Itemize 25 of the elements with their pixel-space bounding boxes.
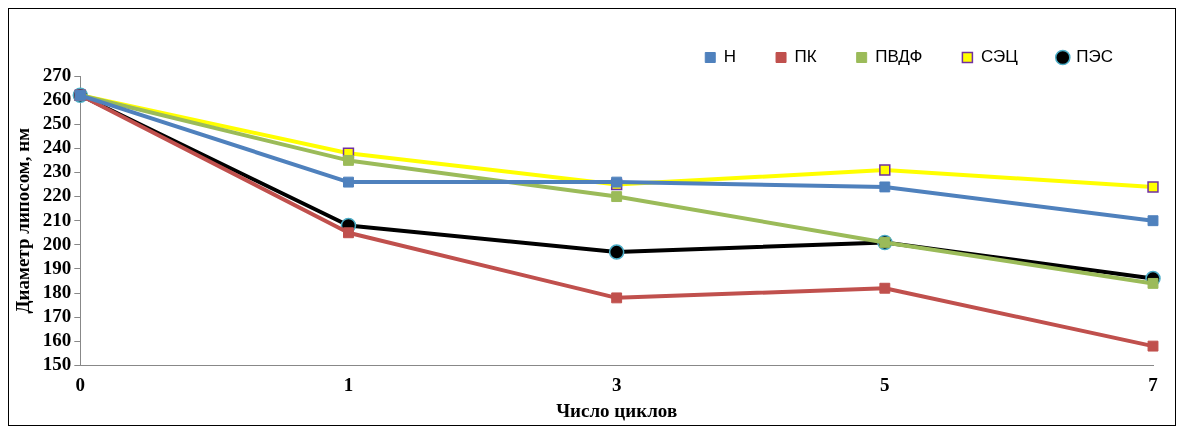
y-axis-title: Диаметр липосом, нм (12, 127, 34, 314)
y-tick-label: 210 (42, 208, 72, 230)
x-tick-label: 3 (611, 373, 622, 395)
y-tick-label: 160 (42, 329, 72, 351)
y-tick-label: 270 (42, 63, 72, 85)
y-tick-label: 240 (42, 136, 72, 158)
legend-label: СЭЦ (980, 47, 1019, 67)
legend-label: ПК (794, 47, 817, 67)
legend-label: ПЭС (1076, 47, 1113, 67)
y-tick-label: 170 (42, 305, 72, 327)
y-tick-label: 150 (42, 353, 72, 375)
legend-label: Н (723, 47, 737, 67)
y-tick-label: 260 (42, 88, 72, 110)
legend-label: ПВДФ (875, 47, 923, 67)
x-tick-label: 1 (343, 373, 354, 395)
y-tick-label: 230 (42, 160, 72, 182)
x-tick-label: 7 (1148, 373, 1159, 395)
y-tick-label: 190 (42, 256, 72, 278)
y-tick-label: 200 (42, 232, 72, 254)
y-tick-label: 220 (42, 184, 72, 206)
x-axis-title: Число циклов (556, 399, 678, 421)
x-tick-label: 0 (75, 373, 86, 395)
x-tick-label: 5 (880, 373, 890, 395)
y-tick-label: 250 (42, 112, 72, 134)
y-tick-label: 180 (42, 280, 72, 302)
